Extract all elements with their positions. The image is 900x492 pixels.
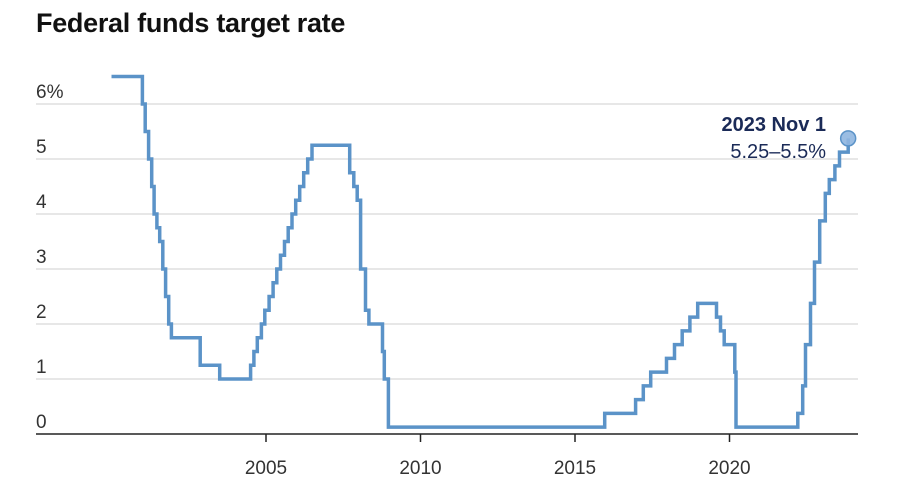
annotation-date: 2023 Nov 1: [721, 114, 826, 136]
x-tick-label: 2010: [399, 458, 441, 479]
y-tick-label: 0: [36, 412, 47, 433]
y-tick-label: 6%: [36, 82, 64, 103]
y-tick-label: 1: [36, 357, 47, 378]
x-axis-ticks: 2005 2010 2015 2020: [245, 434, 751, 479]
y-tick-label: 3: [36, 247, 47, 268]
latest-value-marker: [839, 130, 857, 147]
annotation-value: 5.25–5.5%: [730, 141, 826, 163]
y-tick-label: 2: [36, 302, 47, 323]
x-tick-label: 2005: [245, 458, 287, 479]
y-axis-tick-labels: 0 1 2 3 4 5 6%: [36, 82, 64, 433]
series-line: [111, 74, 850, 429]
y-tick-label: 5: [36, 137, 47, 158]
chart-title: Federal funds target rate: [36, 8, 346, 38]
x-tick-label: 2015: [554, 458, 596, 479]
x-tick-label: 2020: [708, 458, 750, 479]
y-tick-label: 4: [36, 192, 47, 213]
